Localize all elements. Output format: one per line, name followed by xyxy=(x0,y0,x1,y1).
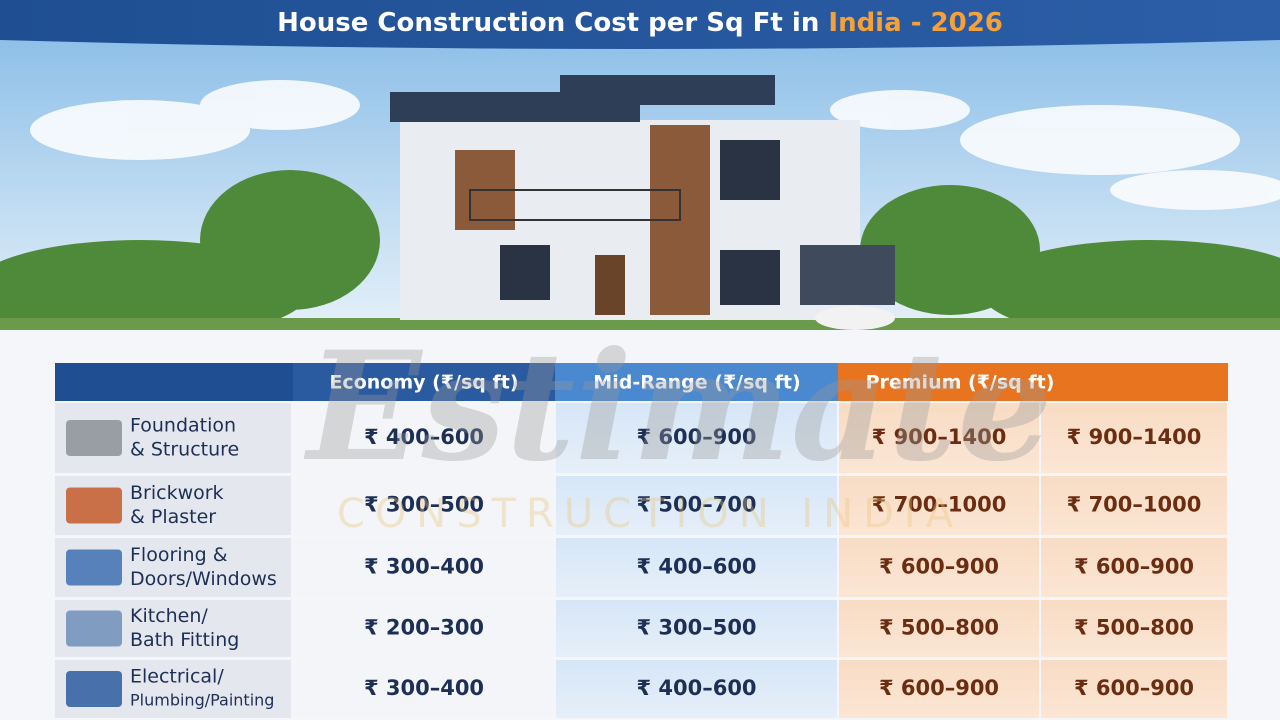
value-cell xyxy=(556,403,837,473)
header-cell xyxy=(55,363,293,401)
row-label: Doors/Windows xyxy=(130,568,277,590)
cost-value: ₹ 600–900 xyxy=(879,555,999,579)
cost-value: ₹ 400–600 xyxy=(636,676,756,700)
cost-value: ₹ 700–1000 xyxy=(872,493,1007,517)
row-icon xyxy=(66,610,122,647)
value-cell xyxy=(294,660,554,718)
value-cell xyxy=(839,660,1039,718)
value-cell xyxy=(839,403,1039,473)
cost-value: ₹ 900–1400 xyxy=(1067,425,1202,449)
cost-value: ₹ 500–800 xyxy=(1074,616,1194,640)
title-banner: House Construction Cost per Sq Ft in Ind… xyxy=(0,0,1280,49)
value-cell xyxy=(294,600,554,657)
value-cell xyxy=(294,538,554,597)
header-cell xyxy=(838,363,1228,401)
cost-value: ₹ 500–700 xyxy=(636,493,756,517)
cost-value: ₹ 300–400 xyxy=(364,676,484,700)
value-cell xyxy=(556,476,837,535)
row-label: & Plaster xyxy=(130,506,216,528)
cost-value: ₹ 400–600 xyxy=(364,425,484,449)
title-main: House Construction Cost per Sq Ft in xyxy=(277,8,819,38)
hero-illustration xyxy=(0,40,1280,360)
value-cell xyxy=(556,538,837,597)
row-label: Kitchen/ xyxy=(130,605,208,627)
value-cell xyxy=(839,538,1039,597)
cost-value: ₹ 500–800 xyxy=(879,616,999,640)
row-icon xyxy=(66,420,122,456)
value-cell xyxy=(556,600,837,657)
value-cell xyxy=(1041,403,1227,473)
row-icon xyxy=(66,671,122,707)
row-icon xyxy=(66,487,122,524)
row-label: Brickwork xyxy=(130,482,224,504)
cost-value: ₹ 300–500 xyxy=(364,493,484,517)
cost-value: ₹ 300–500 xyxy=(636,616,756,640)
cost-value: ₹ 600–900 xyxy=(1074,676,1194,700)
value-cell xyxy=(1041,660,1227,718)
row-label: & Structure xyxy=(130,439,239,461)
row-label: Bath Fitting xyxy=(130,629,239,651)
cost-value: ₹ 600–900 xyxy=(879,676,999,700)
cost-value: ₹ 700–1000 xyxy=(1067,493,1202,517)
cost-value: ₹ 600–900 xyxy=(1074,555,1194,579)
cost-value: ₹ 300–400 xyxy=(364,555,484,579)
title-highlight: India - 2026 xyxy=(828,8,1003,38)
value-cell xyxy=(556,660,837,718)
title: House Construction Cost per Sq Ft in Ind… xyxy=(277,8,1003,38)
value-cell xyxy=(1041,538,1227,597)
value-cell xyxy=(839,600,1039,657)
value-cell xyxy=(294,403,554,473)
header-cell xyxy=(555,363,838,401)
cost-value: ₹ 600–900 xyxy=(636,425,756,449)
cost-table: Economy (₹/sq ft) Mid-Range (₹/sq ft) Prem… xyxy=(55,363,1228,718)
cost-value: ₹ 900–1400 xyxy=(872,425,1007,449)
row-icon xyxy=(66,549,122,586)
value-cell xyxy=(839,476,1039,535)
column-header: Economy (₹/sq ft) xyxy=(329,372,518,394)
row-label: Plumbing/Painting xyxy=(130,691,274,710)
cost-value: ₹ 400–600 xyxy=(636,555,756,579)
header-cell xyxy=(293,363,555,401)
cost-value: ₹ 200–300 xyxy=(364,616,484,640)
value-cell xyxy=(294,476,554,535)
value-cell xyxy=(1041,476,1227,535)
row-label: Flooring & xyxy=(130,544,228,566)
column-header: Premium (₹/sq ft) xyxy=(866,372,1055,394)
row-label: Electrical/ xyxy=(130,666,224,688)
value-cell xyxy=(1041,600,1227,657)
row-label: Foundation xyxy=(130,415,236,437)
column-header: Mid-Range (₹/sq ft) xyxy=(593,372,800,394)
